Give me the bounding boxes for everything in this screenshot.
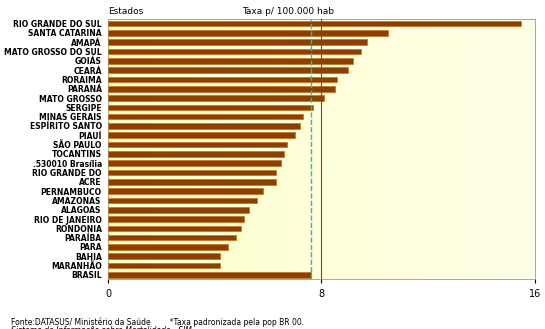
Bar bbox=[330, 19, 338, 280]
Bar bbox=[108, 216, 244, 222]
Bar bbox=[193, 19, 202, 280]
Text: Fonte:DATASUS/ Ministério da Saúde        *Taxa padronizada pela pop BR 00.: Fonte:DATASUS/ Ministério da Saúde *Taxa… bbox=[11, 317, 304, 327]
Bar bbox=[219, 19, 227, 280]
Bar bbox=[108, 105, 313, 110]
Bar bbox=[210, 19, 219, 280]
Bar bbox=[355, 19, 364, 280]
Bar bbox=[458, 19, 467, 280]
Bar bbox=[108, 188, 263, 194]
Bar bbox=[108, 151, 284, 157]
Bar bbox=[381, 19, 390, 280]
Bar bbox=[236, 19, 245, 280]
Bar bbox=[108, 30, 388, 36]
Bar bbox=[338, 19, 347, 280]
Bar bbox=[108, 95, 324, 101]
Bar bbox=[108, 198, 257, 203]
Bar bbox=[108, 114, 302, 119]
Bar bbox=[151, 19, 159, 280]
Bar bbox=[108, 272, 311, 278]
Bar bbox=[492, 19, 500, 280]
Bar bbox=[108, 58, 353, 63]
Bar bbox=[509, 19, 518, 280]
Bar bbox=[108, 253, 220, 259]
Bar bbox=[125, 19, 134, 280]
Bar bbox=[262, 19, 270, 280]
Bar bbox=[159, 19, 168, 280]
Bar bbox=[177, 19, 185, 280]
Bar bbox=[287, 19, 296, 280]
Bar bbox=[108, 225, 241, 231]
Bar bbox=[467, 19, 475, 280]
Bar bbox=[227, 19, 236, 280]
Bar bbox=[108, 19, 117, 280]
Bar bbox=[108, 123, 300, 129]
Text: Taxa p/ 100.000 hab: Taxa p/ 100.000 hab bbox=[243, 7, 335, 16]
Bar bbox=[142, 19, 151, 280]
Bar bbox=[500, 19, 509, 280]
Bar bbox=[390, 19, 398, 280]
Bar bbox=[415, 19, 424, 280]
Bar bbox=[134, 19, 142, 280]
Bar bbox=[253, 19, 262, 280]
Bar bbox=[117, 19, 125, 280]
Bar bbox=[108, 170, 276, 175]
Bar bbox=[278, 19, 287, 280]
Bar bbox=[347, 19, 355, 280]
Bar bbox=[108, 21, 522, 26]
Bar bbox=[245, 19, 253, 280]
Bar bbox=[270, 19, 278, 280]
Bar bbox=[108, 161, 281, 166]
Bar bbox=[313, 19, 322, 280]
Bar bbox=[108, 207, 250, 213]
Bar bbox=[441, 19, 450, 280]
Bar bbox=[296, 19, 304, 280]
Bar bbox=[483, 19, 492, 280]
Bar bbox=[526, 19, 535, 280]
Bar bbox=[108, 179, 276, 185]
Bar bbox=[108, 39, 367, 45]
Text: Sistema de Informação sobre Mortalidade - SIM: Sistema de Informação sobre Mortalidade … bbox=[11, 326, 192, 329]
Bar bbox=[475, 19, 483, 280]
Bar bbox=[185, 19, 193, 280]
Bar bbox=[168, 19, 177, 280]
Bar bbox=[108, 244, 228, 250]
Bar bbox=[518, 19, 526, 280]
Bar bbox=[450, 19, 458, 280]
Bar bbox=[108, 77, 337, 82]
Bar bbox=[108, 67, 348, 73]
Bar bbox=[364, 19, 373, 280]
Bar bbox=[108, 235, 236, 240]
Bar bbox=[432, 19, 441, 280]
Bar bbox=[108, 49, 361, 54]
Bar bbox=[202, 19, 210, 280]
Bar bbox=[424, 19, 432, 280]
Bar bbox=[108, 133, 295, 138]
Bar bbox=[108, 263, 220, 268]
Bar bbox=[304, 19, 313, 280]
Bar bbox=[373, 19, 381, 280]
Bar bbox=[108, 142, 287, 147]
Bar bbox=[398, 19, 407, 280]
Bar bbox=[108, 86, 335, 91]
Bar bbox=[407, 19, 415, 280]
Bar bbox=[322, 19, 330, 280]
Text: Estados: Estados bbox=[108, 7, 143, 16]
